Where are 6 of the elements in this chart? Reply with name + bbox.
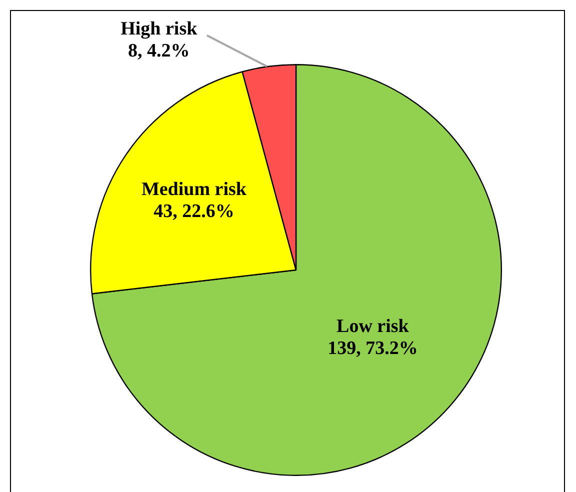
slice-label: Medium risk	[141, 178, 247, 200]
slice-label: High risk	[120, 18, 198, 40]
data-label: 139, 73.2%	[328, 338, 418, 360]
data-label: 8, 4.2%	[128, 40, 190, 62]
slice-label: Low risk	[336, 316, 410, 338]
data-label: 43, 22.6%	[154, 200, 234, 222]
